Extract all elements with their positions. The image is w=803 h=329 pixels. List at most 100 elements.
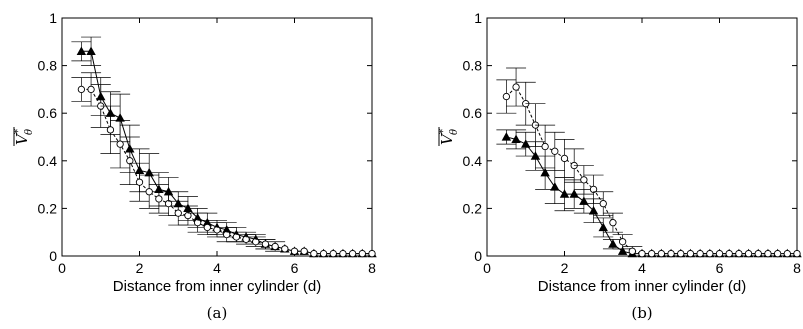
x-tick-label: 2 (561, 260, 569, 276)
data-point-triangle (501, 132, 512, 141)
y-tick-label: 0 (49, 248, 57, 264)
data-point-circle (735, 249, 743, 258)
data-point-circle (628, 247, 636, 255)
data-point-circle (213, 226, 221, 234)
series-2 (496, 67, 801, 258)
data-point-triangle (76, 46, 87, 55)
data-point-circle (368, 249, 376, 258)
data-point-circle (580, 176, 588, 184)
data-point-circle (135, 178, 144, 186)
data-point-circle (203, 223, 211, 232)
y-axis-label-base: V (438, 132, 456, 145)
data-point-triangle (608, 239, 618, 248)
data-point-circle (560, 154, 569, 163)
data-point-circle (648, 249, 656, 258)
data-point-circle (618, 238, 627, 246)
data-point-circle (242, 235, 250, 243)
y-axis-label: V* θ (438, 127, 460, 146)
data-point-circle (696, 249, 704, 258)
y-tick-label: 0 (474, 248, 482, 264)
data-point-circle (174, 209, 182, 217)
data-point-triangle (579, 196, 589, 205)
data-point-triangle (521, 139, 531, 148)
data-point-circle (744, 249, 753, 258)
data-point-triangle (550, 182, 560, 191)
y-axis-label-base: V (13, 132, 31, 145)
x-tick-label: 6 (291, 260, 299, 276)
y-tick-label: 0.2 (463, 200, 483, 216)
data-point-circle (281, 245, 289, 253)
y-tick-label: 0.8 (38, 58, 58, 74)
series-2 (71, 72, 376, 258)
x-tick-label: 8 (793, 260, 801, 276)
data-point-circle (512, 83, 520, 91)
data-point-circle (310, 249, 318, 258)
data-point-circle (329, 249, 337, 258)
data-point-circle (686, 249, 695, 258)
data-point-circle (793, 249, 801, 258)
data-point-circle (657, 249, 666, 258)
data-point-triangle (598, 222, 608, 232)
series-1 (496, 129, 802, 258)
y-tick-label: 1 (474, 10, 482, 26)
data-point-triangle (617, 246, 628, 255)
x-tick-label: 4 (638, 260, 646, 276)
data-point-circle (184, 211, 192, 220)
panel-a: 0 2 4 6 8 0 0.2 0.4 0.6 0.8 1 Distance from inner c… (13, 10, 377, 322)
y-axis-label-sup: * (438, 129, 449, 134)
y-axis-label-sub: θ (24, 129, 35, 135)
data-point-circle (193, 219, 202, 227)
y-axis-label-sub: θ (449, 129, 460, 135)
data-point-circle (126, 157, 134, 165)
x-axis-label: Distance from inner cylinder (d) (538, 278, 746, 295)
data-point-triangle (559, 189, 570, 198)
data-point-circle (271, 242, 279, 251)
data-point-circle (667, 249, 675, 258)
data-point-circle (232, 233, 241, 241)
data-point-triangle (569, 189, 579, 198)
x-tick-label: 0 (483, 260, 491, 276)
y-axis-label: V* θ (13, 127, 35, 146)
data-point-circle (339, 249, 347, 258)
data-point-circle (300, 247, 308, 255)
y-tick-label: 0.6 (463, 105, 483, 121)
panel-caption: (a) (207, 304, 228, 322)
panel-b: 0 2 4 6 8 0 0.2 0.4 0.6 0.8 1 Distance from inner c… (438, 10, 802, 322)
x-axis-label: Distance from inner cylinder (d) (113, 278, 321, 295)
data-point-circle (145, 188, 153, 196)
x-tick-label: 4 (213, 260, 221, 276)
data-point-triangle (540, 167, 550, 177)
data-point-circle (87, 85, 95, 94)
data-point-triangle (511, 134, 521, 144)
y-tick-label: 0.4 (38, 153, 58, 169)
panel-caption: (b) (631, 304, 652, 322)
data-point-circle (106, 126, 115, 134)
x-tick-label: 6 (716, 260, 724, 276)
data-point-triangle (530, 151, 541, 160)
x-tick-label: 2 (136, 260, 144, 276)
data-point-circle (609, 219, 617, 227)
y-tick-label: 0.6 (38, 105, 58, 121)
data-point-circle (589, 185, 598, 194)
data-point-circle (502, 92, 511, 101)
series-1 (71, 36, 377, 258)
data-point-triangle (588, 205, 599, 215)
data-point-circle (706, 249, 714, 258)
x-tick-label: 0 (58, 260, 66, 276)
data-point-circle (754, 249, 762, 258)
y-tick-label: 0.4 (463, 153, 483, 169)
x-tick-label: 8 (368, 260, 376, 276)
data-point-circle (252, 238, 260, 246)
data-point-circle (290, 247, 299, 255)
data-point-circle (677, 249, 685, 258)
data-point-circle (358, 249, 366, 258)
data-point-circle (164, 199, 173, 208)
y-tick-label: 0.8 (463, 58, 483, 74)
data-point-circle (319, 249, 328, 258)
y-tick-label: 1 (49, 10, 57, 26)
data-point-circle (764, 249, 772, 258)
data-point-circle (155, 195, 163, 203)
plot-frame (486, 17, 798, 257)
series-line (506, 136, 797, 255)
